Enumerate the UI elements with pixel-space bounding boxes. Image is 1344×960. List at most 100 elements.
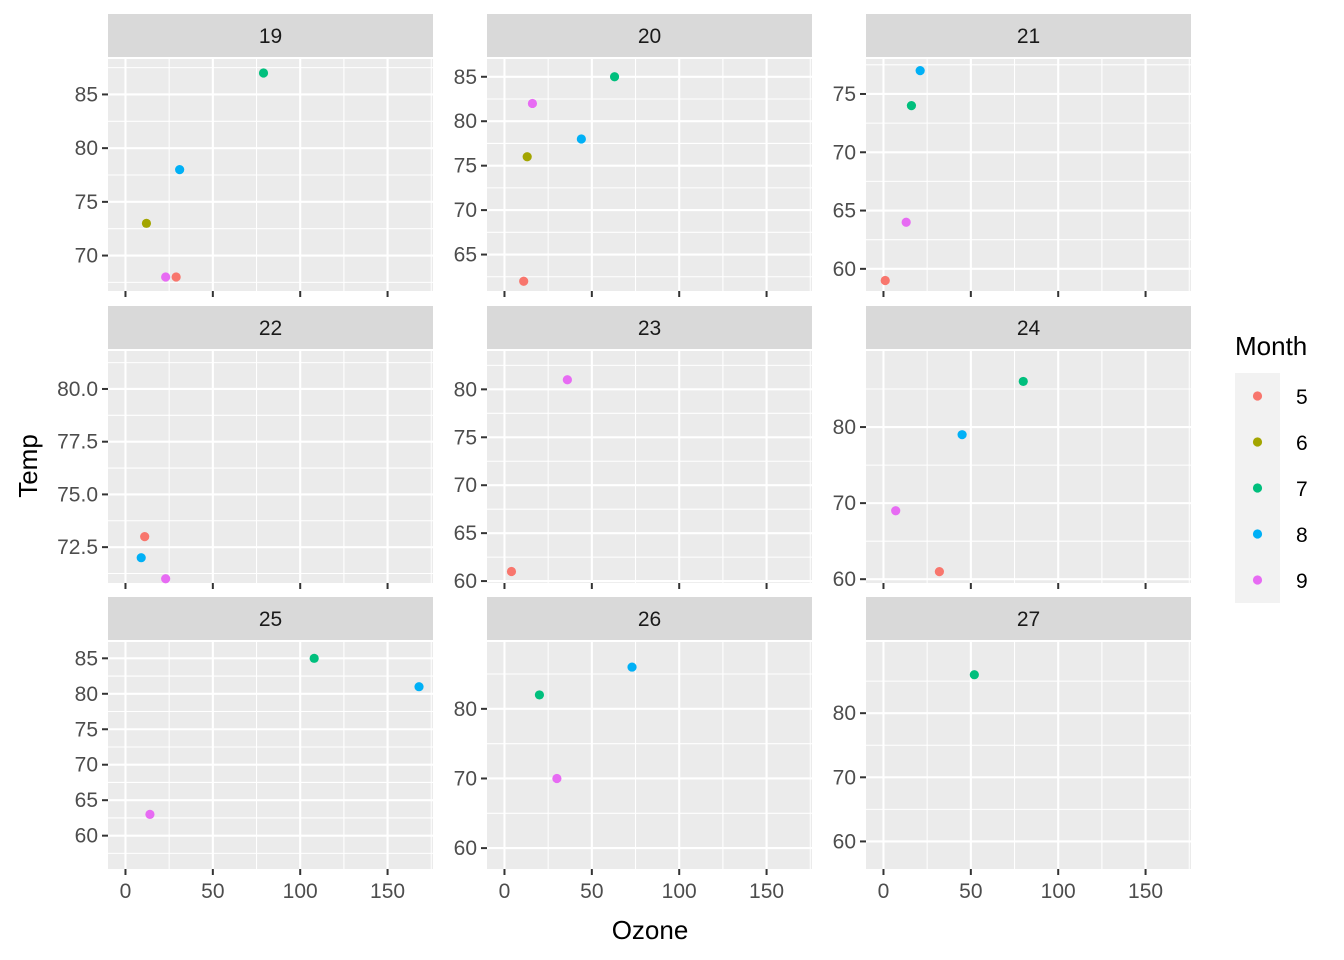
data-point xyxy=(140,532,150,542)
facet-strip xyxy=(108,597,433,640)
y-tick-label: 75 xyxy=(454,155,477,178)
x-tick-label: 100 xyxy=(662,880,697,903)
y-tick-label: 85 xyxy=(75,647,98,670)
data-point xyxy=(519,276,529,286)
y-tick-label: 80 xyxy=(454,378,477,401)
y-tick-label: 65 xyxy=(454,522,477,545)
y-tick-label: 75 xyxy=(833,83,856,106)
data-point xyxy=(161,574,171,584)
panel-background xyxy=(866,351,1191,583)
y-tick-label: 72.5 xyxy=(57,536,98,559)
data-point xyxy=(522,152,532,162)
facet-panel: 23 60 65 70 75 80 xyxy=(454,306,812,593)
data-point xyxy=(906,101,917,111)
data-point xyxy=(915,66,925,76)
facet-strip-label: 19 xyxy=(259,25,282,48)
data-point xyxy=(527,98,538,109)
data-point xyxy=(627,662,637,672)
y-tick-label: 70 xyxy=(454,767,477,790)
legend-key-marker xyxy=(1252,529,1263,539)
data-point xyxy=(880,275,890,286)
data-point xyxy=(506,566,517,577)
legend: Month 5 6 7 8 9 xyxy=(1235,331,1308,603)
data-point xyxy=(161,272,171,282)
facet-strip xyxy=(487,597,812,640)
data-point xyxy=(562,375,572,385)
facet-strip xyxy=(487,14,812,57)
facet-strip-label: 25 xyxy=(259,608,282,631)
facet-panel: 26 60 70 80 0 50 100 150 xyxy=(454,597,812,903)
y-tick-label: 80 xyxy=(454,698,477,721)
y-tick-label: 60 xyxy=(454,570,477,593)
y-tick-label: 80 xyxy=(833,702,856,725)
x-tick-label: 0 xyxy=(499,880,511,903)
facet-strip-label: 27 xyxy=(1017,608,1040,631)
facet-strip xyxy=(866,306,1191,349)
y-tick-label: 70 xyxy=(833,141,856,164)
facet-strip-label: 26 xyxy=(638,608,661,631)
y-tick-label: 80.0 xyxy=(57,378,98,401)
data-point xyxy=(969,670,979,680)
x-axis-title: Ozone xyxy=(612,915,689,945)
y-tick-label: 60 xyxy=(833,258,856,281)
x-tick-label: 150 xyxy=(370,880,405,903)
y-tick-label: 70 xyxy=(75,245,98,268)
y-tick-label: 80 xyxy=(75,683,98,706)
data-point xyxy=(175,165,185,175)
facet-strip xyxy=(108,14,433,57)
x-tick-label: 50 xyxy=(959,880,982,903)
legend-label: 9 xyxy=(1296,570,1308,593)
data-point xyxy=(609,72,620,82)
panel-background xyxy=(866,642,1191,869)
y-tick-label: 70 xyxy=(454,474,477,497)
data-point xyxy=(576,134,586,144)
data-point xyxy=(934,566,944,577)
x-tick-label: 0 xyxy=(878,880,890,903)
panel-background xyxy=(487,642,812,869)
y-tick-label: 75 xyxy=(454,426,477,449)
facet-panel: 24 60 70 80 xyxy=(833,306,1191,591)
data-point xyxy=(309,653,319,663)
facet-panel: 27 60 70 80 0 50 100 150 xyxy=(833,597,1191,903)
legend-label: 6 xyxy=(1296,432,1308,455)
facet-panel: 20 65 70 75 80 85 xyxy=(454,14,812,297)
y-tick-label: 70 xyxy=(454,199,477,222)
y-tick-label: 80 xyxy=(833,416,856,439)
facet-panels: 19 70 75 80 85 20 65 70 75 80 85 21 60 65 70 75 22 72.5 75… xyxy=(57,14,1191,903)
facet-strip-label: 23 xyxy=(638,317,661,340)
x-tick-label: 50 xyxy=(201,880,224,903)
y-tick-label: 75 xyxy=(75,191,98,214)
facet-strip xyxy=(866,14,1191,57)
facet-panel: 21 60 65 70 75 xyxy=(833,14,1191,297)
panel-background xyxy=(108,642,433,869)
facet-strip-label: 21 xyxy=(1017,25,1040,48)
y-tick-label: 70 xyxy=(833,766,856,789)
y-tick-label: 60 xyxy=(833,568,856,591)
panel-background xyxy=(487,351,812,583)
y-axis-title: Temp xyxy=(13,434,43,498)
facet-strip xyxy=(108,306,433,349)
y-tick-label: 60 xyxy=(75,825,98,848)
facet-strip-label: 20 xyxy=(638,25,661,48)
legend-label: 5 xyxy=(1296,386,1308,409)
facet-panel: 22 72.5 75.0 77.5 80.0 xyxy=(57,306,433,589)
y-tick-label: 60 xyxy=(454,837,477,860)
legend-label: 7 xyxy=(1296,478,1308,501)
facet-panel: 19 70 75 80 85 xyxy=(75,14,433,297)
y-tick-label: 85 xyxy=(454,66,477,89)
x-tick-label: 50 xyxy=(580,880,603,903)
legend-key-marker xyxy=(1252,483,1263,493)
x-tick-label: 0 xyxy=(120,880,132,903)
legend-key-marker xyxy=(1252,391,1263,401)
data-point xyxy=(1018,376,1028,387)
y-tick-label: 65 xyxy=(75,789,98,812)
data-point xyxy=(141,218,152,228)
panel-background xyxy=(108,351,433,583)
y-tick-label: 70 xyxy=(75,754,98,777)
data-point xyxy=(258,68,269,78)
data-point xyxy=(891,506,901,516)
y-tick-label: 60 xyxy=(833,830,856,853)
facet-strip-label: 24 xyxy=(1017,317,1041,340)
data-point xyxy=(957,430,967,440)
